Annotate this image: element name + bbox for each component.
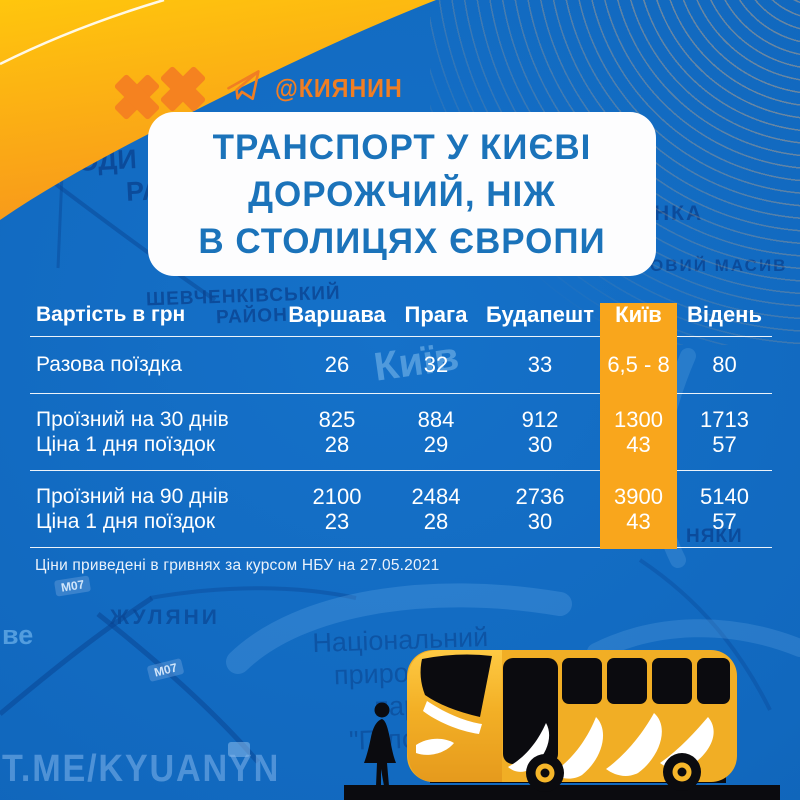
price-cell: 2736 (515, 484, 565, 509)
bus-door (503, 658, 558, 764)
map-label-niaky: НЯКИ (686, 526, 743, 547)
telegram-plane-icon (227, 70, 260, 101)
price-cell: 80 (677, 337, 772, 394)
column-header: Відень (677, 303, 772, 337)
column-header: Варшава (282, 303, 392, 337)
price-cell: 57 (677, 432, 772, 471)
x-marks-decoration (114, 66, 206, 120)
map-label-masyv: ОВИЙ МАСИВ (650, 256, 787, 276)
price-cell-kyiv: 43 (626, 509, 651, 534)
kyiv-highlight-column (600, 303, 677, 549)
price-cell: 32 (392, 337, 480, 394)
telegram-handle[interactable]: @КИЯНИН (225, 70, 417, 106)
column-header: Вартість в грн (30, 303, 282, 337)
price-cell: 23 (282, 509, 392, 548)
rear-wheel (663, 753, 701, 791)
price-table: Вартість в грн Варшава Прага Будапешт Ки… (30, 303, 772, 548)
row-label: Проїзний на 90 днів (36, 485, 229, 508)
price-cell: 57 (677, 509, 772, 548)
price-cell: 26 (282, 337, 392, 394)
watermark: T.ME/KYUANYN (2, 748, 281, 790)
footnote: Ціни приведені в гривнях за курсом НБУ н… (35, 557, 440, 574)
row-label: Ціна 1 дня поїздок (30, 432, 282, 471)
table-row: Проїзний на 30 днів 825 884 912 1300 171… (30, 394, 772, 432)
price-cell: 33 (480, 337, 600, 394)
map-label-zhuliany: ЖУЛЯНИ (110, 606, 220, 629)
title-card: ТРАНСПОРТ У КИЄВІ ДОРОЖЧИЙ, НІЖ В СТОЛИЦ… (148, 112, 656, 276)
price-cell: 28 (282, 432, 392, 471)
ground-strip (344, 785, 780, 800)
column-header: Прага (392, 303, 480, 337)
price-cell: 825 (318, 407, 356, 432)
row-label: Ціна 1 дня поїздок (30, 509, 282, 548)
price-cell: 1713 (700, 407, 749, 432)
windshield (420, 654, 492, 717)
row-label: Проїзний на 30 днів (36, 408, 229, 431)
row-label: Разова поїздка (30, 337, 282, 394)
passenger-silhouette (364, 702, 396, 786)
column-header: Будапешт (480, 303, 600, 337)
map-mini-badge (228, 742, 250, 757)
price-cell-kyiv: 1300 (614, 407, 663, 432)
map-label-ve: ве (2, 620, 34, 650)
table-row: Проїзний на 90 днів 2100 2484 2736 3900 … (30, 471, 772, 509)
price-cell: 884 (417, 407, 455, 432)
price-cell: 2484 (411, 484, 461, 509)
price-cell: 30 (480, 509, 600, 548)
price-cell-kyiv: 3900 (614, 484, 663, 509)
price-cell: 5140 (700, 484, 749, 509)
bus-illustration (344, 650, 780, 800)
table-row: Ціна 1 дня поїздок 28 29 30 43 57 (30, 432, 772, 471)
price-cell: 2100 (312, 484, 362, 509)
telegram-handle-label: @КИЯНИН (275, 72, 403, 103)
front-wheel (526, 754, 564, 792)
yellow-blob-decoration (0, 0, 436, 220)
page-title-line: В СТОЛИЦЯХ ЄВРОПИ (198, 221, 606, 261)
price-cell-kyiv: 43 (626, 432, 651, 457)
price-cell: 30 (480, 432, 600, 471)
column-header-kyiv: Київ (615, 302, 662, 327)
table-row: Разова поїздка 26 32 33 6,5 - 8 80 (30, 337, 772, 394)
table-header-row: Вартість в грн Варшава Прага Будапешт Ки… (30, 303, 772, 337)
price-cell: 28 (392, 509, 480, 548)
price-cell: 912 (521, 407, 559, 432)
table-row: Ціна 1 дня поїздок 23 28 30 43 57 (30, 509, 772, 548)
page-title-line: ТРАНСПОРТ У КИЄВІ (212, 127, 592, 167)
price-cell: 29 (392, 432, 480, 471)
price-cell-kyiv: 6,5 - 8 (607, 352, 670, 377)
page-title-line: ДОРОЖЧИЙ, НІЖ (248, 174, 556, 214)
